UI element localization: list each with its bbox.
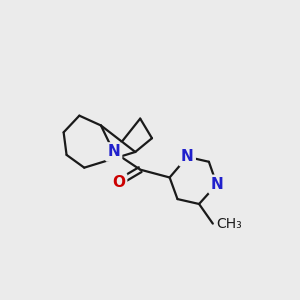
- Text: N: N: [107, 145, 120, 160]
- Text: N: N: [210, 177, 223, 192]
- Text: O: O: [112, 175, 125, 190]
- Text: N: N: [181, 149, 194, 164]
- Text: CH₃: CH₃: [217, 217, 242, 231]
